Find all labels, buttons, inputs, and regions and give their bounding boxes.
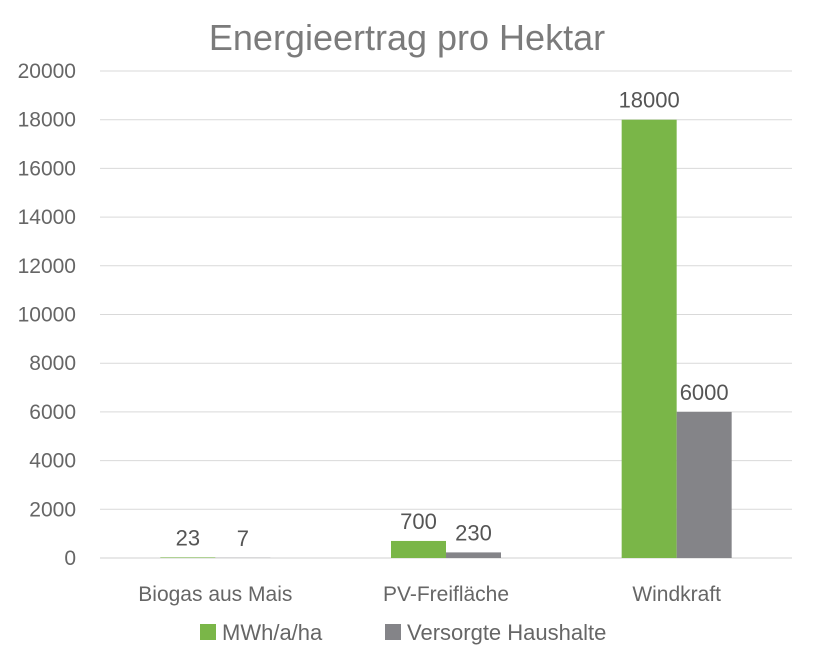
data-label: 23 <box>176 525 200 550</box>
y-axis-ticks: 0 2000 4000 6000 8000 10000 12000 14000 16000 180… <box>18 60 76 570</box>
bars <box>160 119 732 558</box>
x-category-label: PV-Freifläche <box>383 583 509 606</box>
y-tick-label: 10000 <box>18 304 76 327</box>
y-tick-label: 20000 <box>18 60 76 83</box>
bar <box>160 557 216 558</box>
bar <box>391 540 446 558</box>
bar <box>621 119 677 558</box>
data-labels: 23 7 700 230 18000 6000 <box>176 88 729 551</box>
legend-label: Versorgte Haushalte <box>407 620 606 645</box>
data-label: 7 <box>237 526 249 551</box>
legend-swatch <box>200 624 216 640</box>
y-tick-label: 18000 <box>18 109 76 132</box>
y-tick-label: 6000 <box>29 401 76 424</box>
y-tick-label: 8000 <box>29 352 76 375</box>
x-category-label: Windkraft <box>632 583 721 606</box>
bar <box>446 552 501 558</box>
data-label: 700 <box>400 509 437 534</box>
data-label: 6000 <box>680 380 729 405</box>
legend: MWh/a/ha Versorgte Haushalte <box>200 620 606 645</box>
y-tick-label: 0 <box>64 547 76 570</box>
y-tick-label: 4000 <box>29 450 76 473</box>
chart-title: Energieertrag pro Hektar <box>209 17 605 58</box>
legend-swatch <box>385 624 401 640</box>
x-category-label: Biogas aus Mais <box>138 583 292 606</box>
y-tick-label: 2000 <box>29 498 76 521</box>
data-label: 230 <box>455 520 492 545</box>
legend-label: MWh/a/ha <box>222 620 323 645</box>
y-tick-label: 16000 <box>18 157 76 180</box>
y-tick-label: 12000 <box>18 255 76 278</box>
data-label: 18000 <box>619 88 680 113</box>
y-tick-label: 14000 <box>18 206 76 229</box>
bar <box>676 411 732 558</box>
x-axis-categories: Biogas aus Mais PV-Freifläche Windkraft <box>138 583 721 606</box>
